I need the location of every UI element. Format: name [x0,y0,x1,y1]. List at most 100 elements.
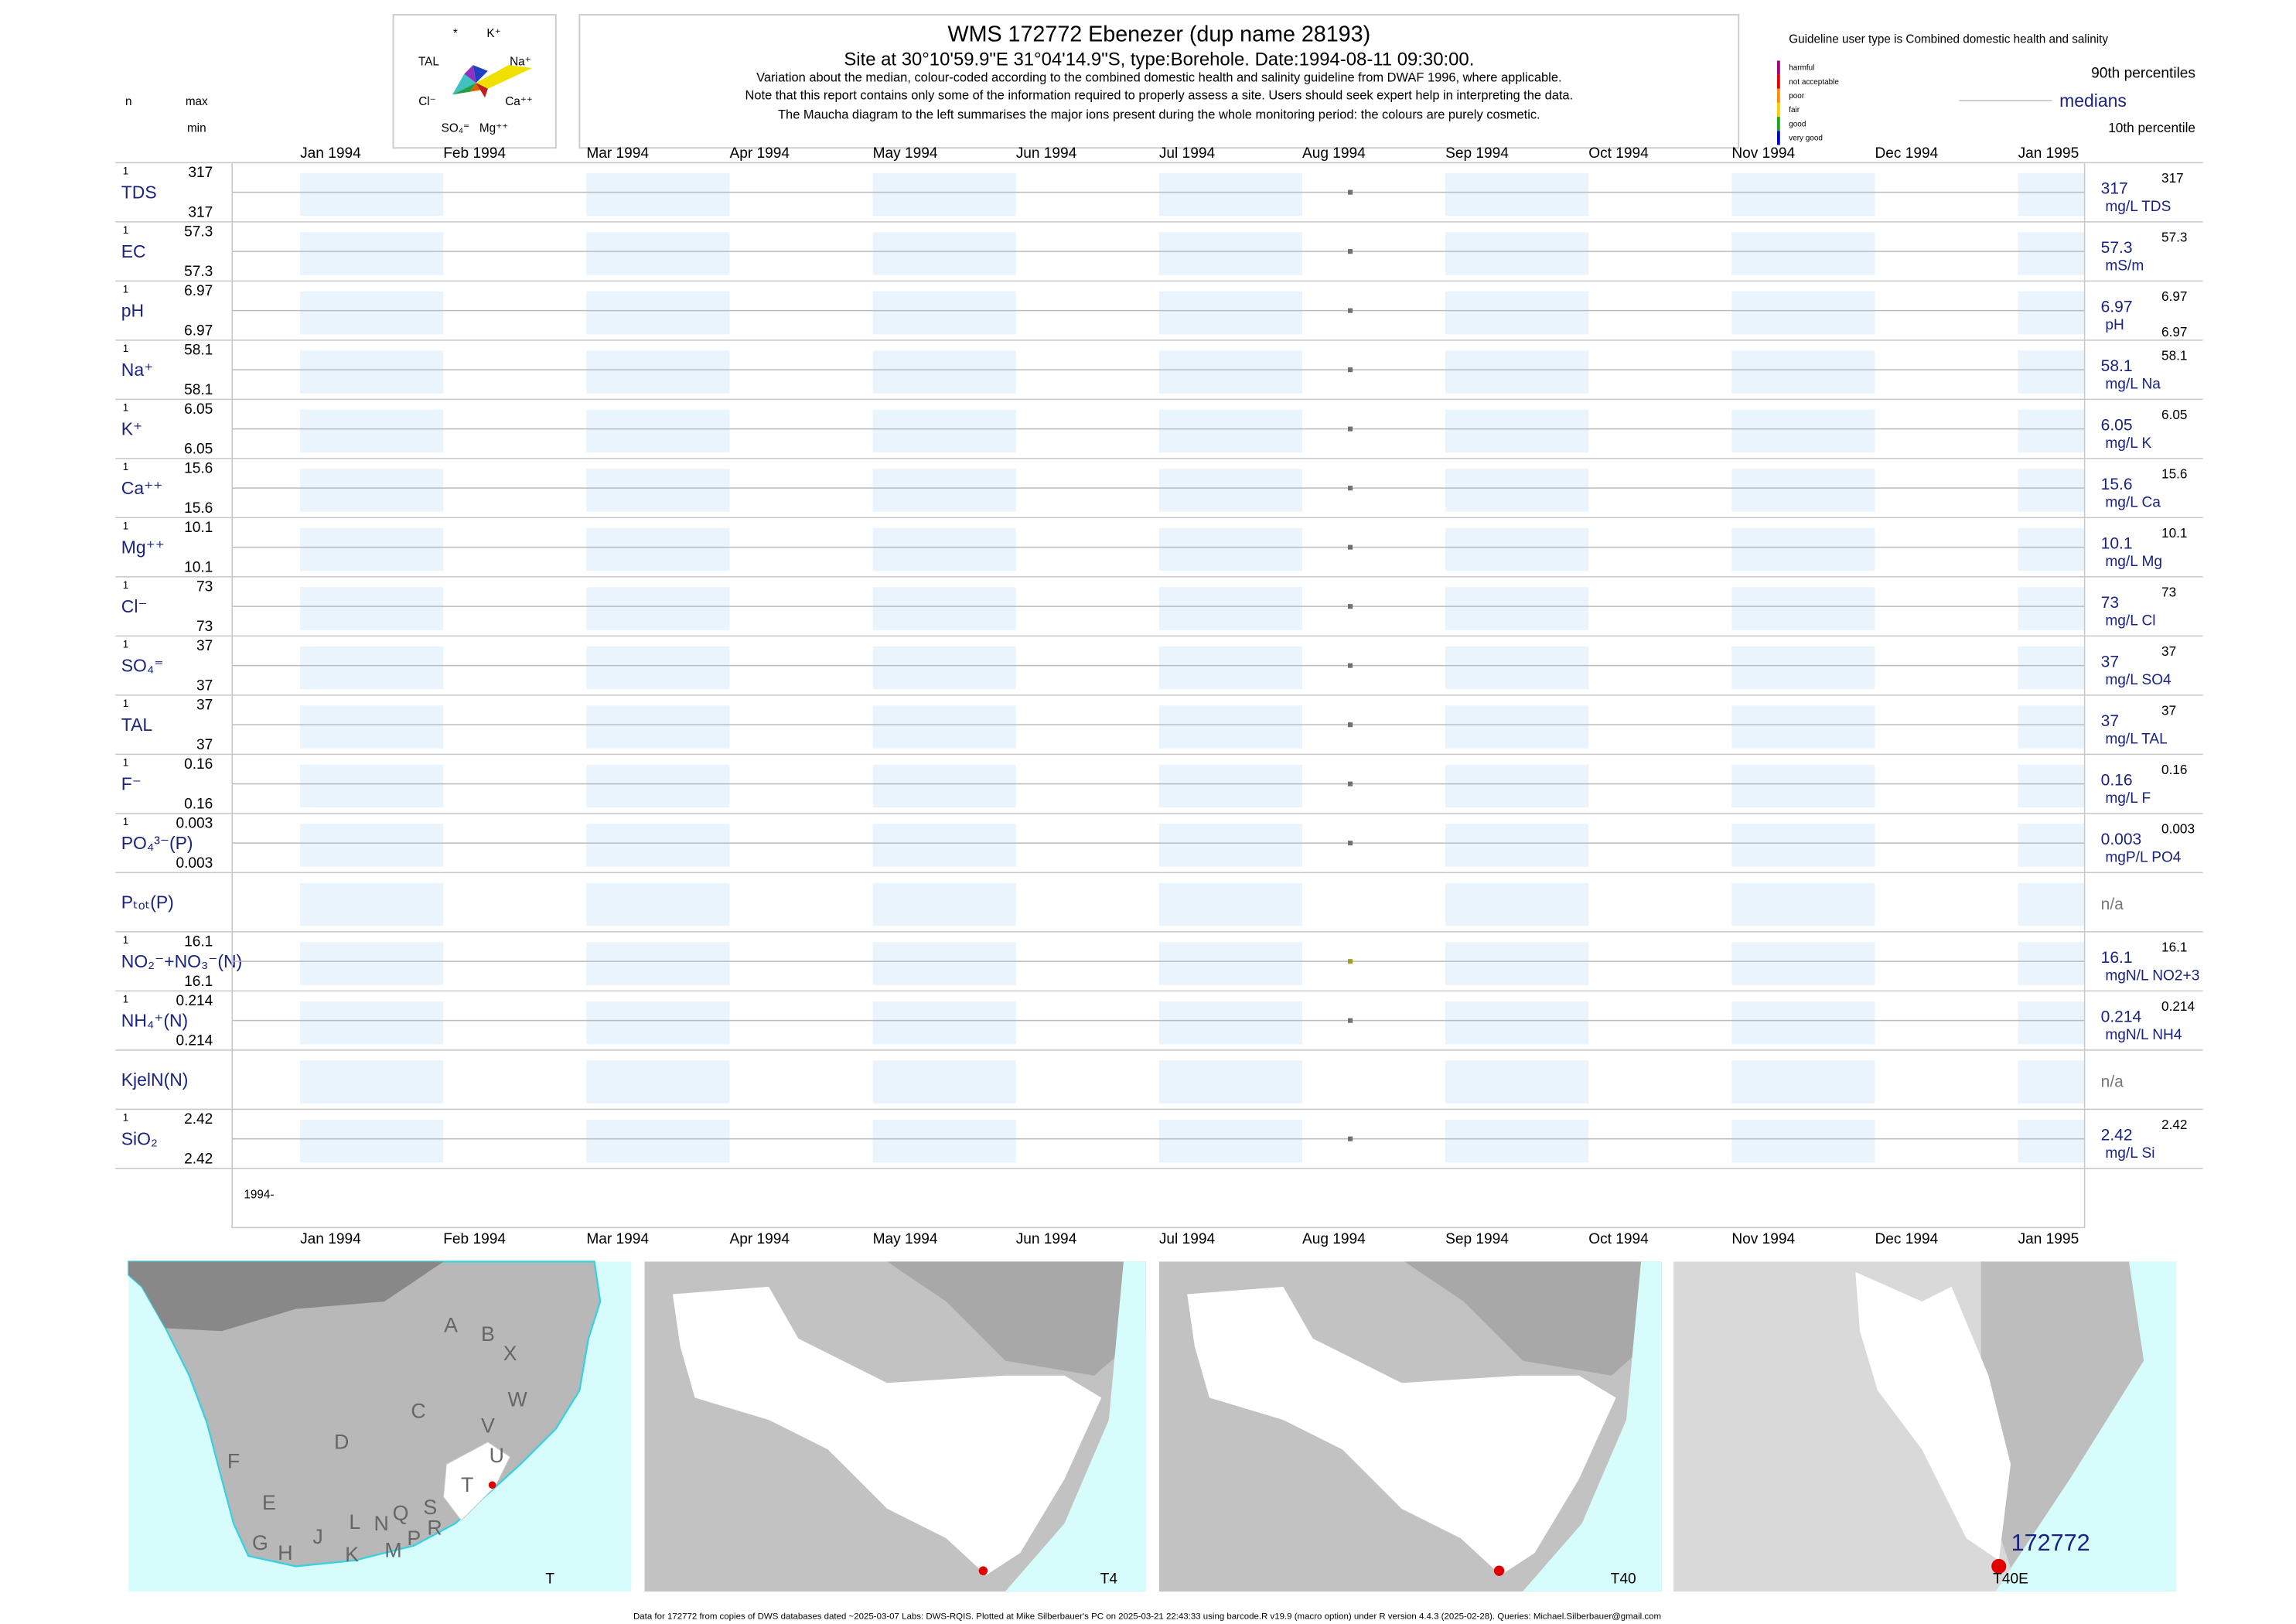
min-value: 37 [196,737,213,753]
median-value: 6.05 [2101,416,2133,434]
month-band [1731,469,1875,512]
month-band [1445,1060,1589,1104]
month-band [872,469,1016,512]
month-band [1445,824,1589,867]
unit: mg/L TDS [2105,199,2171,215]
parameter-name: TAL [121,715,152,735]
month-band [586,882,730,926]
unit: mg/L Si [2105,1145,2154,1162]
p90-value: 0.214 [2161,998,2195,1014]
month-band [2018,824,2085,867]
max-value: 317 [188,165,213,181]
footer: Data for 172772 from copies of DWS datab… [633,1612,1661,1621]
region-letter: R [427,1517,442,1540]
parameter-name: EC [121,241,146,261]
parameter-name: Pₜₒₜ(P) [121,892,174,913]
median-value: 317 [2101,179,2128,197]
month-band [586,824,730,867]
p90-value: 73 [2161,584,2176,599]
parameter-name: PO₄³⁻(P) [121,833,193,853]
month-band [1445,409,1589,453]
month-band [872,764,1016,808]
median-value: 0.003 [2101,831,2142,848]
n-count: 1 [123,1111,128,1123]
max-value: 57.3 [184,223,213,240]
quality-label: poor [1789,92,1805,101]
month-band [872,1060,1016,1104]
data-point [1347,426,1353,432]
unit: mg/L K [2105,435,2151,452]
month-band [1731,172,1875,217]
month-label: Mar 1994 [586,145,649,162]
month-label: Jan 1994 [300,1231,361,1247]
month-band [1158,409,1302,453]
month-band [1445,1001,1589,1045]
n-count: 1 [123,520,128,531]
month-band [1731,291,1875,335]
parameter-name: SiO₂ [121,1129,158,1149]
median-value: 0.16 [2101,771,2133,789]
maucha-label: Mg⁺⁺ [479,121,508,135]
p90-value: 10.1 [2161,525,2187,541]
parameter-name: Mg⁺⁺ [121,537,165,558]
month-label: Jan 1995 [2018,1231,2079,1247]
month-band [2018,1001,2085,1045]
legend-p90: 90th percentiles [2091,66,2195,82]
region-letter: H [278,1541,292,1564]
unit: mg/L Cl [2105,612,2155,629]
month-band [1731,1060,1875,1104]
region-letter: N [374,1512,389,1535]
p90-value: 57.3 [2161,229,2187,244]
month-band [2018,646,2085,690]
unit: mgN/L NO2+3 [2105,967,2199,984]
min-value: 0.214 [176,1032,213,1049]
min-value: 6.05 [184,441,213,457]
month-band [2018,942,2085,985]
maucha-label: TAL [418,55,439,68]
title-box [578,14,1740,149]
month-band [586,469,730,512]
month-label: May 1994 [873,1231,938,1247]
month-band [2018,882,2085,926]
month-band [1731,646,1875,690]
month-label: Jun 1994 [1016,145,1077,162]
month-band [1731,232,1875,275]
min-value: 2.42 [184,1151,213,1167]
month-band [1158,587,1302,630]
p90-value: 37 [2161,643,2176,659]
month-band [300,409,444,453]
month-band [300,705,444,749]
month-band [2018,291,2085,335]
month-band [2018,232,2085,275]
site-prefix: Site at 30°10'59.9"E 31°04'14.9"S, type:… [844,49,1298,70]
n-count: 1 [123,165,128,176]
month-band [872,705,1016,749]
data-point [1347,781,1353,786]
col-min: min [187,121,206,135]
month-band [586,764,730,808]
n-count: 1 [123,816,128,827]
data-point [1347,1018,1353,1023]
plot-frame [231,162,2086,1229]
month-band [586,527,730,571]
month-band [1445,587,1589,630]
month-band [2018,764,2085,808]
col-max: max [186,95,208,108]
legend-median: medians [2059,90,2127,111]
region-letter: E [262,1491,276,1514]
max-value: 10.1 [184,520,213,536]
month-band [1731,350,1875,394]
month-band [1158,646,1302,690]
n-count: 1 [123,401,128,413]
legend-p10: 10th percentile [2108,120,2195,135]
site-suffix: . [1469,49,1475,70]
month-band [1445,350,1589,394]
month-band [300,172,444,217]
month-band [1731,705,1875,749]
parameter-name: F⁻ [121,774,142,794]
region-letter: C [411,1400,425,1423]
n-count: 1 [123,993,128,1005]
month-band [300,764,444,808]
data-point [1347,722,1353,728]
